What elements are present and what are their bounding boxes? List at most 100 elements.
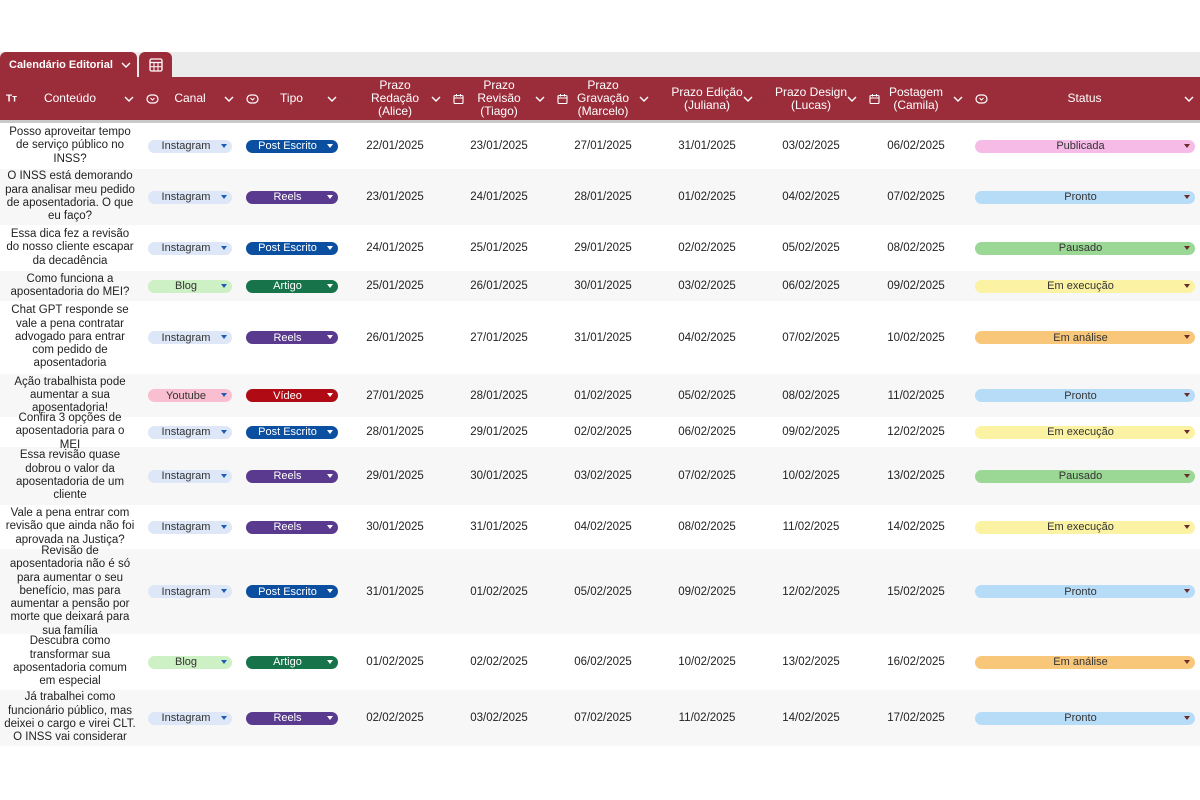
cell-date-revisao[interactable]: 26/01/2025	[470, 280, 528, 292]
chevron-down-icon[interactable]	[535, 96, 545, 102]
cell-date-gravacao[interactable]: 03/02/2025	[574, 470, 632, 482]
table-row[interactable]: Vale a pena entrar com revisão que ainda…	[0, 505, 1200, 549]
chevron-down-icon[interactable]	[121, 62, 131, 68]
table-row[interactable]: Como funciona a aposentadoria do MEI? Blo…	[0, 271, 1200, 301]
cell-date-postagem[interactable]: 07/02/2025	[887, 191, 945, 203]
cell-date-gravacao[interactable]: 01/02/2025	[574, 389, 632, 402]
cell-date-edicao[interactable]: 04/02/2025	[678, 331, 736, 344]
status-select[interactable]: Publicada	[974, 139, 1195, 153]
cell-conteudo[interactable]: Revisão de aposentadoria não é só para a…	[9, 544, 131, 637]
cell-date-redacao[interactable]: 27/01/2025	[366, 389, 424, 402]
cell-date-gravacao[interactable]: 07/02/2025	[574, 712, 632, 724]
canal-select[interactable]: Instagram	[148, 585, 232, 598]
chevron-down-icon[interactable]	[953, 96, 963, 102]
cell-date-postagem[interactable]: 17/02/2025	[887, 712, 945, 724]
cell-date-revisao[interactable]: 30/01/2025	[470, 470, 528, 482]
cell-date-gravacao[interactable]: 06/02/2025	[574, 656, 632, 668]
canal-select[interactable]: Instagram	[148, 711, 232, 725]
cell-date-revisao[interactable]: 02/02/2025	[470, 656, 528, 668]
cell-date-edicao[interactable]: 11/02/2025	[678, 712, 736, 724]
cell-conteudo[interactable]: Chat GPT responde se vale a pena contrat…	[11, 304, 129, 370]
cell-date-postagem[interactable]: 12/02/2025	[887, 426, 945, 438]
cell-date-gravacao[interactable]: 28/01/2025	[574, 191, 632, 203]
header-tipo[interactable]: Tipo	[240, 77, 343, 120]
cell-conteudo[interactable]: Confira 3 opções de aposentadoria para o…	[15, 412, 125, 451]
cell-date-redacao[interactable]: 23/01/2025	[366, 191, 424, 203]
cell-date-gravacao[interactable]: 02/02/2025	[574, 426, 632, 438]
canal-select[interactable]: Instagram	[148, 469, 232, 483]
header-prazo-revisao[interactable]: Prazo Revisão (Tiago)	[447, 77, 551, 120]
cell-date-postagem[interactable]: 11/02/2025	[887, 389, 945, 402]
header-prazo-edicao[interactable]: Prazo Edição (Juliana)	[655, 77, 759, 120]
table-row[interactable]: Essa revisão quase dobrou o valor da apo…	[0, 447, 1200, 505]
canal-select[interactable]: Youtube	[148, 389, 232, 402]
cell-date-postagem[interactable]: 15/02/2025	[887, 585, 945, 598]
tab-calendario-editorial[interactable]: Calendário Editorial	[0, 52, 137, 77]
cell-date-design[interactable]: 12/02/2025	[782, 585, 840, 598]
cell-date-design[interactable]: 13/02/2025	[782, 656, 840, 668]
table-row[interactable]: Revisão de aposentadoria não é só para a…	[0, 544, 1200, 637]
table-row[interactable]: Descubra como transformar sua aposentado…	[0, 634, 1200, 690]
header-prazo-redacao[interactable]: Prazo Redação (Alice)	[343, 77, 447, 120]
tipo-select[interactable]: Reels	[245, 711, 338, 725]
cell-date-design[interactable]: 05/02/2025	[782, 242, 840, 254]
status-select[interactable]: Em execução	[974, 520, 1195, 534]
cell-date-redacao[interactable]: 25/01/2025	[366, 280, 424, 292]
cell-date-postagem[interactable]: 16/02/2025	[887, 656, 945, 668]
cell-date-postagem[interactable]: 10/02/2025	[887, 331, 945, 344]
status-select[interactable]: Em execução	[974, 425, 1195, 439]
tipo-select[interactable]: Vídeo	[245, 389, 338, 402]
cell-date-edicao[interactable]: 31/01/2025	[678, 140, 736, 152]
chevron-down-icon[interactable]	[847, 96, 857, 102]
cell-date-design[interactable]: 14/02/2025	[782, 712, 840, 724]
cell-conteudo[interactable]: Posso aproveitar tempo de serviço públic…	[9, 126, 131, 165]
tipo-select[interactable]: Post Escrito	[245, 241, 338, 255]
chevron-down-icon[interactable]	[327, 96, 337, 102]
cell-date-design[interactable]: 07/02/2025	[782, 331, 840, 344]
table-row[interactable]: Posso aproveitar tempo de serviço públic…	[0, 123, 1200, 169]
cell-date-design[interactable]: 06/02/2025	[782, 280, 840, 292]
canal-select[interactable]: Instagram	[148, 425, 232, 439]
cell-date-revisao[interactable]: 24/01/2025	[470, 191, 528, 203]
cell-conteudo[interactable]: Ação trabalhista pode aumentar a sua apo…	[14, 375, 126, 415]
cell-conteudo[interactable]: Já trabalhei como funcionário público, m…	[4, 691, 136, 744]
canal-select[interactable]: Blog	[148, 655, 232, 669]
header-prazo-design[interactable]: Prazo Design (Lucas)	[759, 77, 863, 120]
chevron-down-icon[interactable]	[1184, 96, 1194, 102]
add-view-button[interactable]	[139, 52, 172, 77]
cell-date-redacao[interactable]: 01/02/2025	[366, 656, 424, 668]
tipo-select[interactable]: Post Escrito	[245, 139, 338, 153]
cell-date-edicao[interactable]: 09/02/2025	[678, 585, 736, 598]
cell-date-edicao[interactable]: 02/02/2025	[678, 242, 736, 254]
status-select[interactable]: Pausado	[974, 241, 1195, 255]
status-select[interactable]: Pronto	[974, 389, 1195, 402]
canal-select[interactable]: Instagram	[148, 520, 232, 534]
chevron-down-icon[interactable]	[224, 96, 234, 102]
status-select[interactable]: Pausado	[974, 469, 1195, 483]
cell-date-redacao[interactable]: 26/01/2025	[366, 331, 424, 344]
table-row[interactable]: Chat GPT responde se vale a pena contrat…	[0, 301, 1200, 374]
header-prazo-gravacao[interactable]: Prazo Gravação (Marcelo)	[551, 77, 655, 120]
cell-date-redacao[interactable]: 24/01/2025	[366, 242, 424, 254]
canal-select[interactable]: Instagram	[148, 190, 232, 204]
cell-date-postagem[interactable]: 06/02/2025	[887, 140, 945, 152]
chevron-down-icon[interactable]	[743, 96, 753, 102]
cell-date-edicao[interactable]: 01/02/2025	[678, 191, 736, 203]
status-select[interactable]: Em análise	[974, 331, 1195, 344]
cell-date-design[interactable]: 03/02/2025	[782, 140, 840, 152]
status-select[interactable]: Pronto	[974, 711, 1195, 725]
cell-date-gravacao[interactable]: 04/02/2025	[574, 521, 632, 533]
table-row[interactable]: Confira 3 opções de aposentadoria para o…	[0, 412, 1200, 451]
cell-conteudo[interactable]: Essa dica fez a revisão do nosso cliente…	[6, 228, 134, 267]
cell-date-design[interactable]: 11/02/2025	[782, 521, 840, 533]
cell-date-redacao[interactable]: 22/01/2025	[366, 140, 424, 152]
cell-date-redacao[interactable]: 29/01/2025	[366, 470, 424, 482]
cell-date-gravacao[interactable]: 27/01/2025	[574, 140, 632, 152]
table-row[interactable]: O INSS está demorando para analisar meu …	[0, 169, 1200, 225]
canal-select[interactable]: Instagram	[148, 241, 232, 255]
cell-date-edicao[interactable]: 06/02/2025	[678, 426, 736, 438]
header-canal[interactable]: Canal	[140, 77, 240, 120]
cell-date-gravacao[interactable]: 31/01/2025	[574, 331, 632, 344]
cell-date-redacao[interactable]: 28/01/2025	[366, 426, 424, 438]
cell-date-revisao[interactable]: 31/01/2025	[470, 521, 528, 533]
